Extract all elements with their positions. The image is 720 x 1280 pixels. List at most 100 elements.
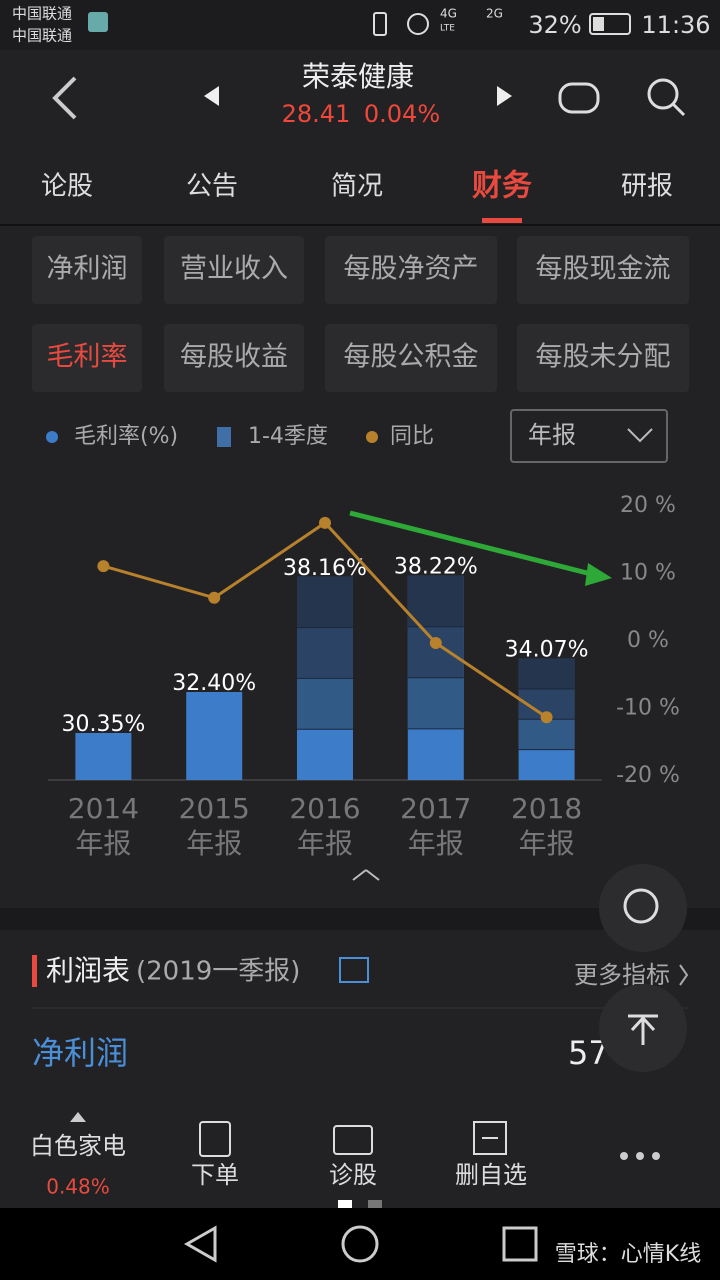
quarter-segment bbox=[297, 627, 353, 679]
quarter-segment bbox=[297, 678, 353, 730]
more-link[interactable]: 更多指标 bbox=[574, 961, 670, 989]
bar bbox=[186, 692, 243, 780]
x-tick-label: 2015 bbox=[179, 792, 250, 825]
quarter-segment bbox=[407, 626, 464, 678]
tab[interactable]: 论股 bbox=[41, 172, 93, 202]
metric-label: 每股现金流 bbox=[536, 254, 671, 285]
chart-icon[interactable] bbox=[339, 957, 369, 983]
action-label[interactable]: 诊股 bbox=[329, 1161, 377, 1189]
metric-label: 营业收入 bbox=[180, 254, 288, 285]
tab[interactable]: 公告 bbox=[186, 172, 238, 202]
robot-icon[interactable] bbox=[558, 82, 600, 114]
next-stock[interactable] bbox=[497, 86, 512, 106]
float-top-icon bbox=[628, 1014, 658, 1045]
order-icon[interactable] bbox=[199, 1121, 231, 1157]
y2-tick-label: -10 % bbox=[616, 696, 680, 721]
metric-button[interactable] bbox=[32, 236, 142, 304]
prev-stock[interactable] bbox=[204, 86, 219, 106]
page-dot bbox=[338, 1200, 352, 1208]
float-search[interactable] bbox=[599, 864, 687, 952]
x-tick-label: 2017 bbox=[400, 792, 471, 825]
more-dot[interactable] bbox=[636, 1152, 644, 1160]
nav-home[interactable] bbox=[341, 1225, 379, 1263]
metric-button[interactable] bbox=[325, 236, 497, 304]
carrier: 中国联通 bbox=[12, 5, 72, 23]
metric-label: 毛利率 bbox=[47, 342, 128, 373]
metric-button[interactable] bbox=[517, 324, 689, 392]
quarter-segment bbox=[407, 677, 464, 729]
x-tick-label: 2018 bbox=[511, 792, 582, 825]
y2-tick-label: 0 % bbox=[627, 628, 669, 653]
y2-tick-label: 10 % bbox=[620, 561, 676, 586]
metric-label: 每股未分配 bbox=[536, 342, 671, 373]
legend-marker bbox=[217, 427, 231, 447]
tab[interactable]: 财务 bbox=[472, 169, 532, 204]
tab[interactable]: 研报 bbox=[621, 172, 673, 202]
nav-back[interactable] bbox=[183, 1225, 217, 1263]
search-handle bbox=[671, 102, 686, 117]
back-button[interactable] bbox=[52, 76, 77, 120]
tab[interactable]: 简况 bbox=[331, 172, 383, 202]
remove-icon[interactable] bbox=[473, 1121, 507, 1155]
value-label: 30.35% bbox=[61, 712, 145, 737]
line-point bbox=[97, 560, 110, 573]
annotation-arrowhead bbox=[585, 563, 612, 586]
x-tick-label: 年报 bbox=[75, 827, 131, 860]
metric-label: 净利润 bbox=[47, 254, 128, 285]
x-tick-label: 2014 bbox=[68, 792, 139, 825]
more-dot[interactable] bbox=[652, 1152, 660, 1160]
float-search-icon bbox=[623, 888, 659, 924]
quarter-segment bbox=[518, 719, 575, 750]
x-tick-label: 年报 bbox=[186, 827, 242, 860]
more-dot[interactable] bbox=[620, 1152, 628, 1160]
network: LTE bbox=[440, 24, 455, 34]
page-dot bbox=[368, 1200, 382, 1208]
metric-button[interactable] bbox=[32, 324, 142, 392]
tab-indicator bbox=[482, 218, 522, 223]
action-label[interactable]: 删自选 bbox=[455, 1161, 527, 1189]
y2-tick-label: 20 % bbox=[620, 493, 676, 518]
period-select[interactable] bbox=[510, 409, 668, 463]
x-tick-label: 年报 bbox=[408, 827, 464, 860]
nav-recent[interactable] bbox=[502, 1226, 538, 1262]
change: 0.04% bbox=[364, 100, 440, 128]
period-label: 年报 bbox=[528, 421, 576, 449]
gallery-icon bbox=[88, 12, 108, 32]
quarter-segment bbox=[407, 575, 464, 627]
index-change: 0.48% bbox=[46, 1175, 110, 1199]
battery: 32% bbox=[528, 11, 581, 39]
line-point bbox=[319, 516, 331, 529]
watermark: 雪球：心情K线 bbox=[555, 1242, 701, 1267]
bar bbox=[75, 733, 132, 780]
x-tick-label: 年报 bbox=[519, 827, 575, 860]
up-arrow bbox=[70, 1112, 86, 1122]
search-icon[interactable] bbox=[647, 78, 679, 110]
legend-label: 同比 bbox=[390, 424, 434, 449]
legend-marker bbox=[366, 431, 378, 443]
metric-button[interactable] bbox=[164, 236, 304, 304]
metric-button[interactable] bbox=[517, 236, 689, 304]
price: 28.41 bbox=[282, 100, 351, 128]
metric-label: 每股净资产 bbox=[344, 254, 479, 285]
x-tick-label: 2016 bbox=[289, 792, 360, 825]
y2-tick-label: -20 % bbox=[616, 763, 680, 788]
select-chevron bbox=[627, 428, 653, 443]
section-marker bbox=[32, 955, 37, 987]
quarter-segment bbox=[297, 576, 353, 628]
battery-icon bbox=[589, 13, 631, 35]
metric-button[interactable] bbox=[325, 324, 497, 392]
metric-label: 每股公积金 bbox=[344, 342, 479, 373]
legend-label: 毛利率(%) bbox=[74, 424, 178, 449]
alarm-icon bbox=[407, 13, 429, 35]
action-label[interactable]: 下单 bbox=[191, 1161, 239, 1189]
value-label: 34.07% bbox=[505, 638, 589, 663]
expand-chevron[interactable] bbox=[352, 869, 380, 881]
line-point bbox=[429, 637, 442, 650]
index-name: 白色家电 bbox=[30, 1132, 126, 1160]
line-point bbox=[540, 711, 553, 724]
metric-button[interactable] bbox=[164, 324, 304, 392]
diagnose-icon[interactable] bbox=[333, 1125, 373, 1155]
